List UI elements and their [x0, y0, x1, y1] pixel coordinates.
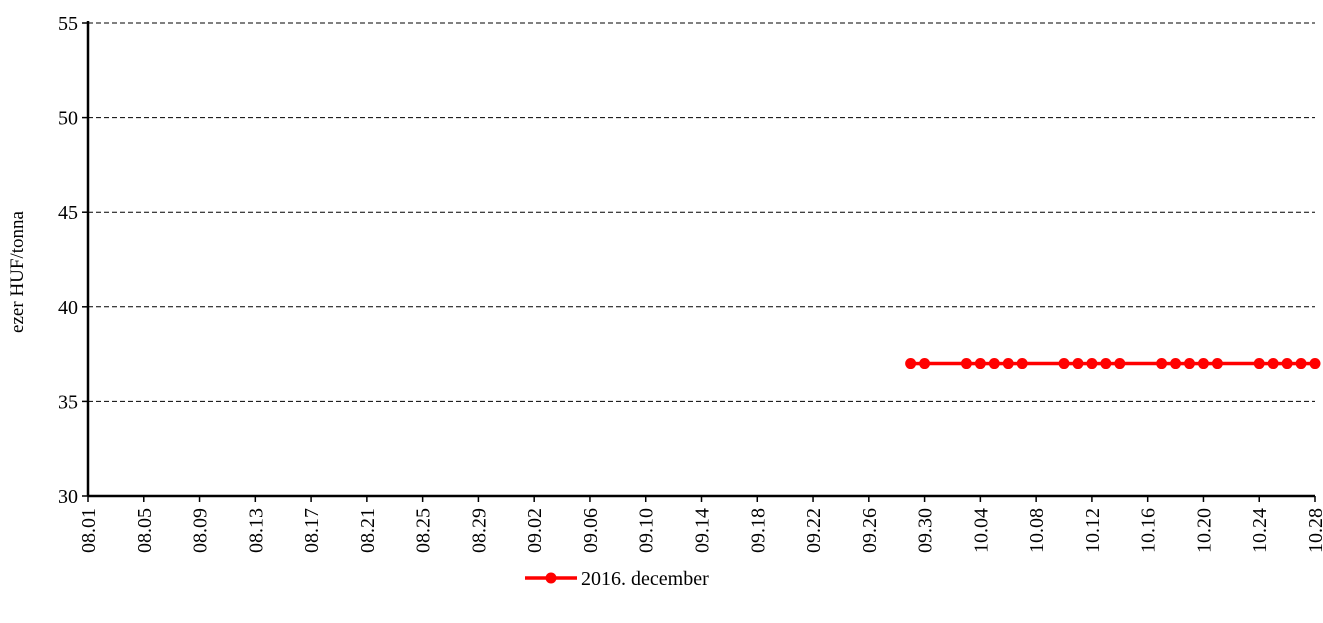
data-point [1072, 358, 1084, 370]
y-tick-label: 40 [58, 297, 78, 319]
x-tick-labels: 08.01 08.05 08.09 08.13 08.17 08.21 08.25 08.29… [78, 508, 1323, 553]
x-tick-label: 08.01 [78, 508, 100, 553]
x-tick-label: 09.18 [747, 508, 769, 553]
x-tick-label: 08.21 [357, 508, 379, 553]
data-point [1309, 358, 1321, 370]
x-tick-label: 10.08 [1026, 508, 1048, 553]
x-tick-label: 09.26 [859, 508, 881, 553]
y-tick-label: 45 [58, 202, 78, 224]
legend-label: 2016. december [581, 568, 709, 590]
data-point [1100, 358, 1112, 370]
axes [82, 21, 1316, 502]
x-tick-label: 09.14 [692, 508, 714, 553]
x-tick-label: 09.02 [524, 508, 546, 553]
y-tick-labels: 30 35 40 45 50 55 [58, 13, 78, 508]
x-tick-label: 09.22 [803, 508, 825, 553]
x-tick-label: 09.06 [580, 508, 602, 553]
gridlines [88, 22, 1315, 402]
y-tick-label: 55 [58, 13, 78, 35]
data-point [1086, 358, 1098, 370]
x-tick-label: 08.13 [245, 508, 267, 553]
data-point [1002, 358, 1014, 370]
x-tick-label: 08.29 [468, 508, 490, 553]
data-point [974, 358, 986, 370]
x-tick-label: 10.24 [1249, 508, 1271, 553]
x-tick-label: 10.20 [1193, 508, 1215, 553]
data-point [1058, 358, 1070, 370]
data-point [905, 358, 917, 370]
x-tick-label: 10.04 [970, 508, 992, 553]
series-layer [905, 358, 1321, 370]
data-point [919, 358, 931, 370]
data-point [1211, 358, 1223, 370]
data-point [988, 358, 1000, 370]
x-tick-label: 10.16 [1138, 508, 1160, 553]
data-point [1295, 358, 1307, 370]
x-tick-label: 08.09 [190, 508, 212, 553]
data-point [1114, 358, 1126, 370]
y-axis-label: ezer HUF/tonna [7, 211, 28, 333]
x-tick-label: 08.17 [301, 508, 323, 553]
data-point [1016, 358, 1028, 370]
data-point [960, 358, 972, 370]
y-tick-label: 35 [58, 391, 78, 413]
legend: 2016. december [525, 568, 709, 590]
data-point [1267, 358, 1279, 370]
x-tick-label: 10.28 [1305, 508, 1323, 553]
data-point [1156, 358, 1168, 370]
x-tick-label: 10.12 [1082, 508, 1104, 553]
x-tick-label: 09.30 [915, 508, 937, 553]
data-point [1253, 358, 1265, 370]
x-tick-label: 09.10 [636, 508, 658, 553]
data-point [1184, 358, 1196, 370]
data-point [1197, 358, 1209, 370]
y-tick-label: 30 [58, 486, 78, 508]
x-tick-label: 08.25 [413, 508, 435, 553]
data-point [1170, 358, 1182, 370]
legend-marker [545, 572, 557, 584]
x-tick-label: 08.05 [134, 508, 156, 553]
y-tick-label: 50 [58, 108, 78, 130]
data-point [1281, 358, 1293, 370]
